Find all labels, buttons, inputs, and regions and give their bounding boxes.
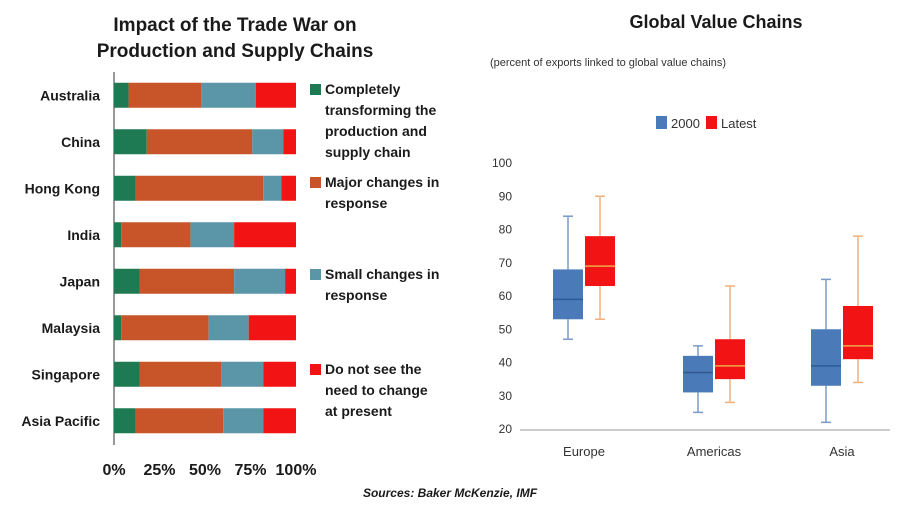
box-body — [683, 355, 713, 393]
bar-segment — [146, 129, 253, 155]
category-label: Japan — [60, 273, 100, 289]
category-label: Malaysia — [42, 320, 101, 336]
box-body — [811, 329, 841, 386]
bar-segment — [190, 222, 235, 248]
left-chart-x-ticks: 0% 25% 50% 75% 100% — [102, 462, 316, 479]
global-value-chains-chart: Global Value Chains (percent of exports … — [490, 12, 890, 459]
bar-segment — [114, 82, 129, 108]
x-tick-label: 50% — [189, 462, 221, 479]
bar-segment — [139, 268, 235, 294]
y-tick-label: 70 — [499, 256, 513, 270]
legend-label: response — [325, 195, 387, 211]
category-label: Asia Pacific — [21, 413, 100, 429]
bar-segment — [252, 129, 284, 155]
left-chart-title-line-1: Impact of the Trade War on — [113, 15, 356, 36]
trade-war-chart: Impact of the Trade War on Production an… — [21, 15, 439, 479]
legend-label: Small changes in — [325, 266, 439, 282]
bar-segment — [223, 408, 264, 434]
bar-segment — [263, 175, 282, 201]
right-chart-title: Global Value Chains — [629, 12, 802, 32]
bar-segment — [121, 222, 191, 248]
bar-segment — [221, 361, 264, 387]
bar-segment — [121, 315, 209, 341]
y-tick-label: 50 — [499, 322, 513, 336]
y-tick-label: 30 — [499, 389, 513, 403]
bar-segment — [263, 408, 296, 434]
bar-segment — [255, 82, 296, 108]
bar-segment — [234, 268, 286, 294]
bar-segment — [283, 129, 296, 155]
legend-label: response — [325, 287, 387, 303]
category-label: China — [61, 134, 100, 150]
bar-segment — [234, 222, 296, 248]
legend-label: Major changes in — [325, 174, 439, 190]
left-chart-category-labels: Australia China Hong Kong India Japan Malaysi… — [21, 87, 100, 429]
bar-segment — [208, 315, 249, 341]
bar-segment — [139, 361, 222, 387]
legend-swatch — [310, 364, 321, 375]
legend-label: production and — [325, 123, 427, 139]
bar-segment — [114, 268, 140, 294]
bar-segment — [128, 82, 202, 108]
bar-segment — [135, 408, 224, 434]
bar-segment — [114, 222, 122, 248]
right-chart-category-labels: Europe Americas Asia — [563, 444, 855, 459]
x-tick-label: 0% — [102, 462, 125, 479]
category-label: India — [67, 227, 100, 243]
y-tick-label: 100 — [492, 156, 512, 170]
y-tick-label: 90 — [499, 189, 513, 203]
box-body — [715, 339, 745, 380]
x-tick-label: 100% — [276, 462, 317, 479]
legend-label: Completely — [325, 81, 401, 97]
category-label: Australia — [40, 87, 100, 103]
source-note: Sources: Baker McKenzie, IMF — [362, 486, 538, 500]
left-chart-title-line-2: Production and Supply Chains — [97, 41, 374, 62]
category-label: Asia — [829, 444, 855, 459]
bar-segment — [114, 408, 136, 434]
bar-segment — [135, 175, 264, 201]
bar-segment — [114, 361, 140, 387]
category-label: Singapore — [32, 366, 101, 382]
y-tick-label: 80 — [499, 223, 513, 237]
x-tick-label: 25% — [143, 462, 175, 479]
bar-segment — [281, 175, 296, 201]
legend-swatch — [656, 116, 667, 129]
legend-swatch — [706, 116, 717, 129]
right-chart-subtitle: (percent of exports linked to global val… — [490, 57, 726, 69]
legend-swatch — [310, 84, 321, 95]
y-tick-label: 40 — [499, 356, 513, 370]
bar-segment — [285, 268, 296, 294]
right-chart-legend: 2000 Latest — [656, 116, 757, 131]
legend-swatch — [310, 269, 321, 280]
bar-segment — [263, 361, 296, 387]
legend-label: transforming the — [325, 102, 436, 118]
left-chart-bars — [114, 82, 296, 434]
bar-segment — [201, 82, 256, 108]
legend-swatch — [310, 177, 321, 188]
y-tick-label: 20 — [499, 422, 513, 436]
right-chart-y-ticks: 20 30 40 50 60 70 80 90 100 — [492, 156, 512, 436]
right-chart-boxes — [553, 195, 873, 424]
x-tick-label: 75% — [234, 462, 266, 479]
legend-label: at present — [325, 403, 392, 419]
bar-segment — [114, 315, 122, 341]
box-body — [553, 269, 583, 320]
legend-label: 2000 — [671, 116, 700, 131]
category-label: Europe — [563, 444, 605, 459]
box-body — [843, 305, 873, 360]
box-body — [585, 236, 615, 287]
bar-segment — [114, 129, 147, 155]
legend-label: supply chain — [325, 144, 411, 160]
category-label: Hong Kong — [25, 180, 100, 196]
legend-label: Latest — [721, 116, 757, 131]
legend-label: need to change — [325, 382, 428, 398]
category-label: Americas — [687, 444, 742, 459]
bar-segment — [248, 315, 296, 341]
left-chart-legend: Completely transforming the production and… — [310, 81, 439, 419]
legend-label: Do not see the — [325, 361, 422, 377]
bar-segment — [114, 175, 136, 201]
y-tick-label: 60 — [499, 289, 513, 303]
